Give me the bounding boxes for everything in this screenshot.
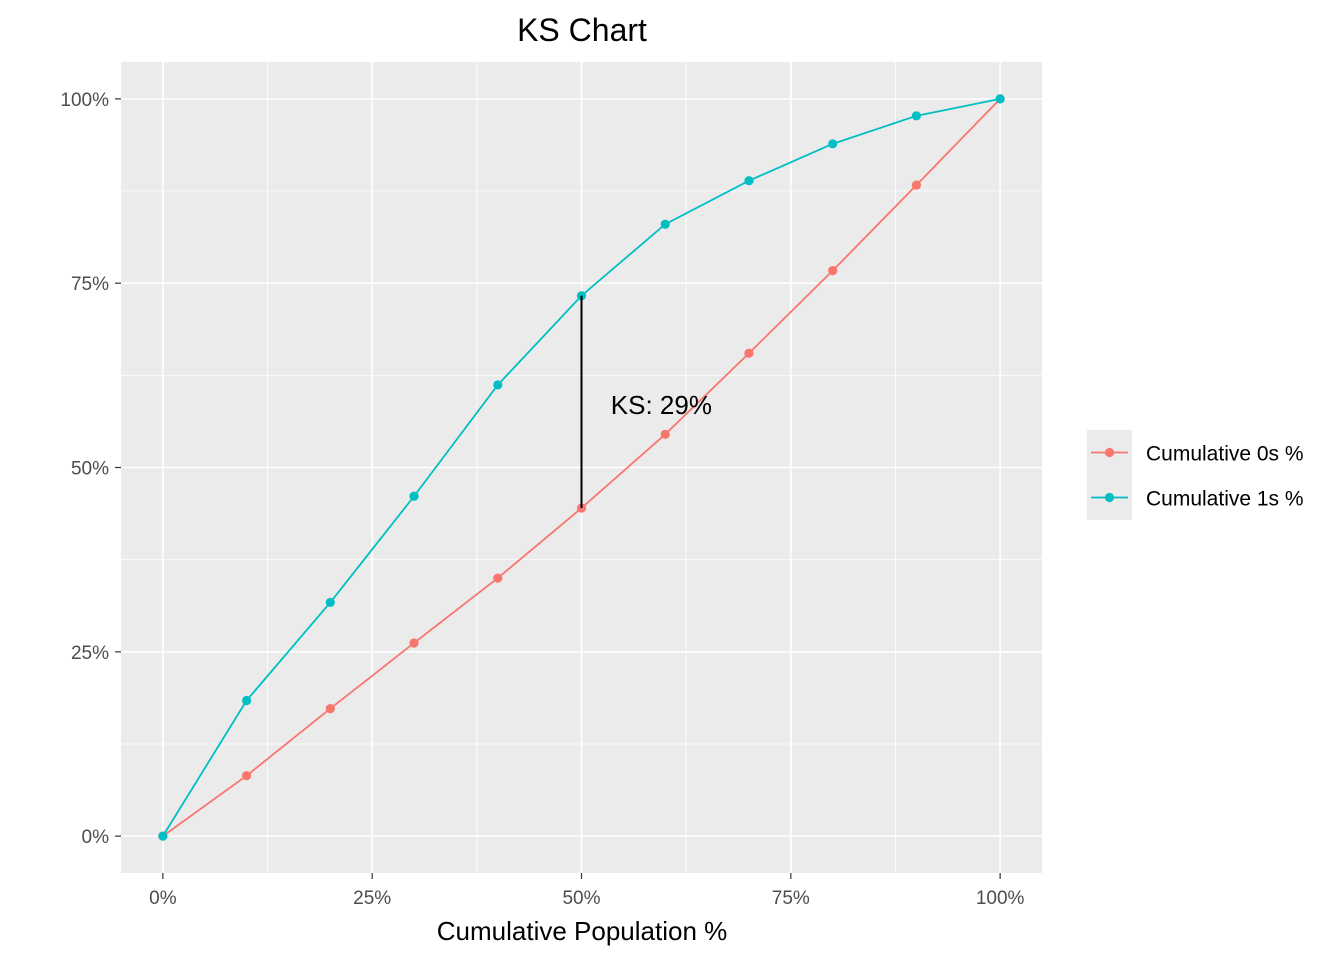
chart-title: KS Chart [517, 12, 647, 48]
series-points [158, 94, 1005, 841]
ks-annotation: KS: 29% [611, 390, 712, 420]
y-tick-label: 75% [71, 274, 109, 295]
series-1-point [660, 429, 670, 439]
series-1-point [828, 266, 838, 276]
legend-key-point [1104, 492, 1115, 503]
series-2-point [828, 139, 838, 149]
x-tick-label: 75% [772, 888, 810, 909]
series-2-point [325, 597, 335, 608]
series-2-point [660, 219, 670, 229]
series-1-point [911, 180, 922, 190]
series-1-point [744, 348, 754, 358]
series-2-point [493, 380, 503, 390]
x-tick-label: 100% [976, 888, 1025, 909]
y-tick-label: 0% [82, 827, 110, 848]
axis-ticks: 0% 25% 50% 75% 100% 0% 25% 50% 75% 100% [60, 90, 1024, 909]
x-tick-label: 0% [149, 888, 177, 909]
series-2-point [744, 176, 754, 186]
series-1-point [241, 771, 252, 781]
y-tick-label: 25% [71, 643, 109, 664]
x-axis-title: Cumulative Population % [437, 916, 728, 946]
legend: Cumulative 0s % Cumulative 1s % [1087, 430, 1304, 520]
series-1-point [493, 573, 503, 583]
y-tick-label: 50% [71, 459, 109, 480]
series-2-point [409, 491, 419, 501]
series-2-point [158, 831, 168, 841]
series-2-point [995, 94, 1005, 104]
series-1-point [409, 638, 419, 648]
legend-label: Cumulative 1s % [1146, 488, 1304, 511]
legend-label: Cumulative 0s % [1146, 443, 1304, 466]
series-1-point [325, 703, 335, 714]
y-tick-label: 100% [60, 90, 109, 111]
series-2-point [241, 695, 252, 706]
series-2-point [911, 111, 922, 121]
legend-key-point [1104, 447, 1115, 458]
x-tick-label: 25% [353, 888, 391, 909]
x-tick-label: 50% [562, 888, 600, 909]
